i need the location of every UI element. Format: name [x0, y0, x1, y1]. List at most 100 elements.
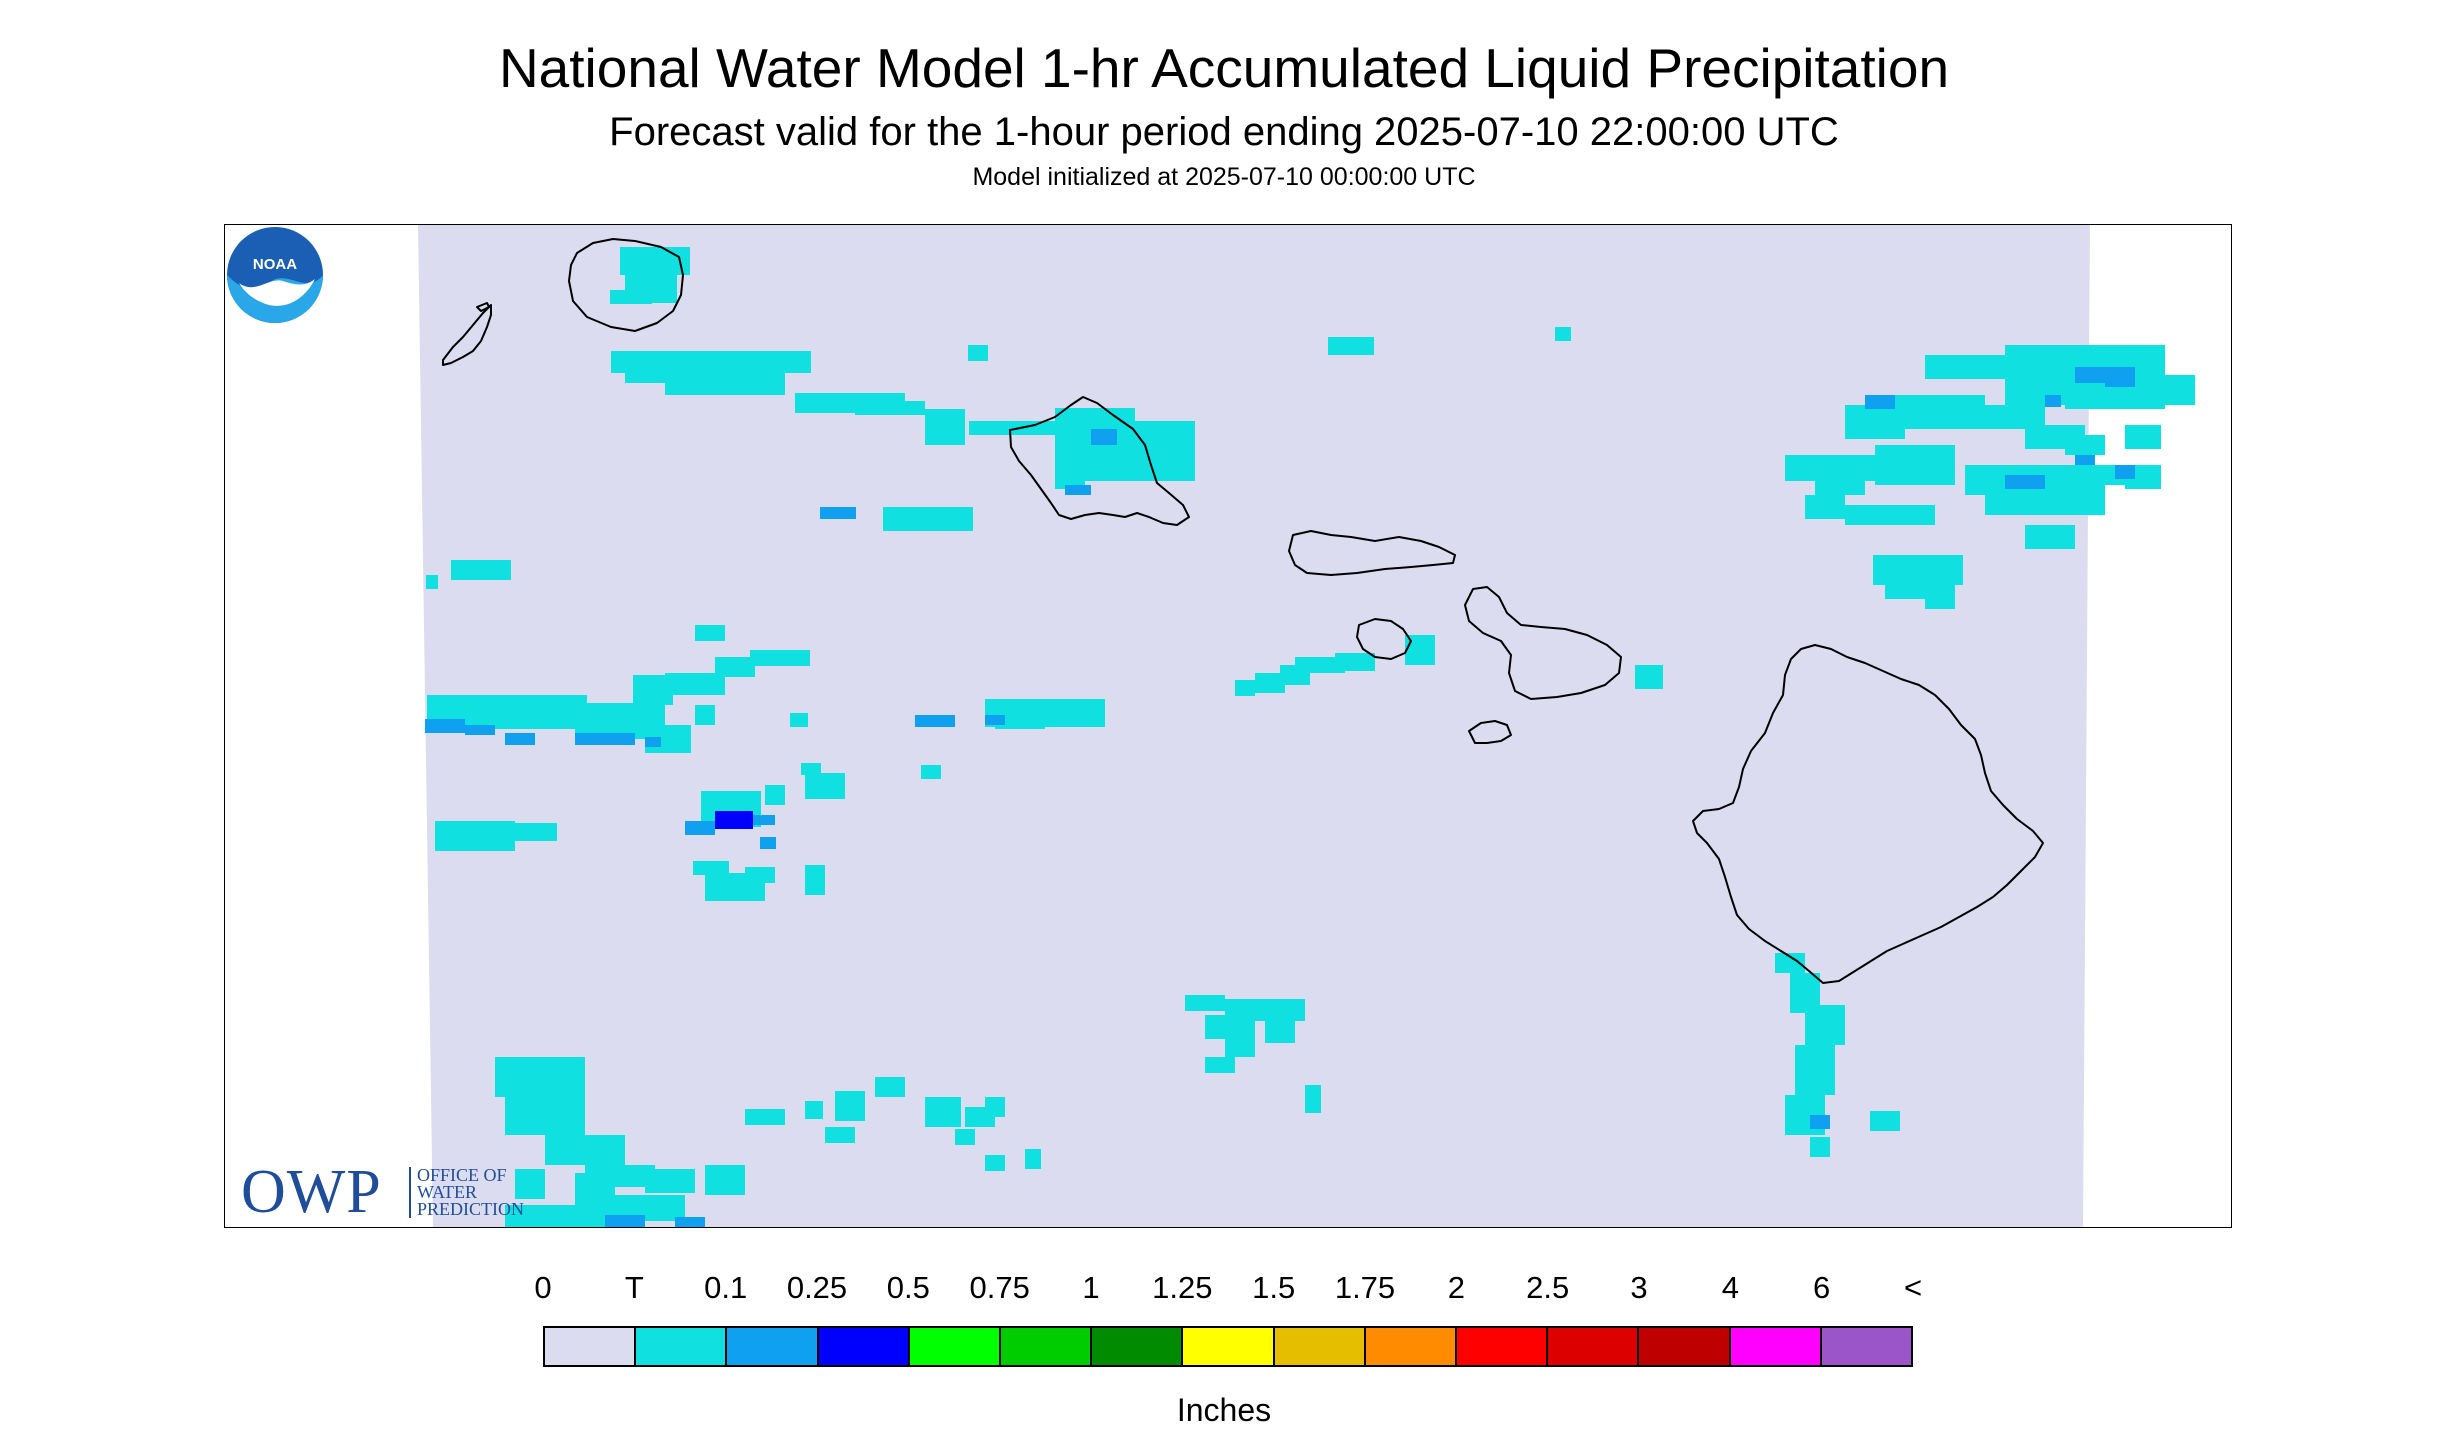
legend-swatch	[1183, 1328, 1275, 1365]
niihau-island	[442, 304, 492, 366]
owp-logo-text: OFFICE OF WATER PREDICTION	[409, 1165, 567, 1219]
precip-cell	[2105, 375, 2135, 387]
precip-cell	[1065, 485, 1091, 495]
precip-cell	[1205, 1015, 1255, 1039]
precip-cell	[545, 1135, 625, 1165]
precip-cell	[921, 765, 941, 779]
precip-cell	[625, 365, 675, 383]
legend-swatch	[1730, 1328, 1822, 1365]
precip-cell	[1805, 495, 1845, 519]
precip-cell	[705, 1165, 745, 1195]
precip-cell	[1870, 1111, 1900, 1131]
precip-cell	[1335, 653, 1375, 671]
owp-logo-line: PREDICTION	[417, 1199, 524, 1219]
precip-cell	[2065, 385, 2165, 409]
precip-cell	[1810, 1137, 1830, 1157]
precip-cell	[425, 719, 465, 733]
legend-tick-label: 2	[1447, 1270, 1465, 1305]
legend-swatch	[545, 1328, 637, 1365]
precip-cell	[1055, 408, 1135, 422]
precip-cell	[515, 1169, 545, 1199]
noaa-logo: NOAA	[227, 227, 323, 323]
legend-units: Inches	[1176, 1392, 1272, 1428]
precip-cell	[750, 650, 810, 666]
precip-cell	[2075, 455, 2095, 465]
precip-cell	[955, 1129, 975, 1145]
precip-cell	[695, 625, 725, 641]
precip-cell	[1025, 1149, 1041, 1169]
precip-cell	[505, 1095, 585, 1135]
precip-cell	[925, 1097, 961, 1127]
precip-cell	[512, 823, 557, 841]
precip-cell	[2045, 395, 2061, 407]
precip-cell	[610, 290, 652, 304]
legend-swatch	[1639, 1328, 1731, 1365]
precip-cell	[1815, 475, 1865, 495]
precip-cell	[1091, 429, 1117, 445]
precip-cell	[2125, 425, 2161, 449]
legend-tick-label: <	[1903, 1270, 1923, 1305]
precip-cell	[985, 1155, 1005, 1171]
precip-cell	[1305, 1085, 1321, 1113]
legend-tick-label: 0.25	[786, 1270, 848, 1305]
oahu-island	[1009, 396, 1190, 526]
precip-cell	[1635, 665, 1663, 689]
precip-cell	[968, 345, 988, 361]
precip-cell	[1235, 680, 1255, 696]
precip-cell	[790, 713, 808, 727]
map-canvas	[418, 225, 2195, 1227]
molokai-island	[1288, 530, 1456, 576]
precip-cell	[745, 1109, 785, 1125]
legend-swatch	[1548, 1328, 1640, 1365]
owp-logo-line: WATER	[417, 1182, 477, 1202]
model-domain	[418, 225, 2090, 1227]
precip-cell	[915, 715, 955, 727]
precip-cell	[985, 715, 1005, 725]
precip-cell	[1265, 1013, 1295, 1043]
precip-cell	[805, 865, 825, 895]
legend-tick-label: 1.75	[1334, 1270, 1396, 1305]
legend-tick-label: 0	[534, 1270, 552, 1305]
map-subtitle: Forecast valid for the 1-hour period end…	[609, 110, 1839, 154]
precip-cell	[1795, 1045, 1835, 1095]
precip-cell	[1328, 337, 1374, 355]
legend-swatch	[727, 1328, 819, 1365]
precip-cell	[685, 821, 715, 835]
legend-swatch	[1092, 1328, 1184, 1365]
precip-cell	[2115, 465, 2135, 479]
precip-cell	[451, 560, 511, 580]
precip-cell	[805, 1101, 823, 1119]
precip-cell	[855, 401, 925, 415]
map-title: National Water Model 1-hr Accumulated Li…	[498, 37, 1950, 99]
precip-cell	[875, 1077, 905, 1097]
precip-cell	[665, 673, 725, 695]
precip-cell	[645, 737, 661, 747]
maui-island	[1464, 586, 1622, 700]
legend-swatch	[636, 1328, 728, 1365]
precip-cell	[1985, 485, 2105, 515]
legend-swatch	[818, 1328, 910, 1365]
legend-color-bar	[543, 1326, 1913, 1367]
legend-tick-label: 0.5	[886, 1270, 930, 1305]
owp-logo-line: OFFICE OF	[417, 1165, 507, 1185]
precip-cell	[715, 811, 753, 829]
precip-cell	[665, 373, 785, 395]
precip-cell	[883, 507, 973, 531]
legend-swatch	[1457, 1328, 1549, 1365]
precip-cell	[820, 507, 856, 519]
precip-cell	[765, 785, 785, 805]
precip-cell	[505, 733, 535, 745]
precip-cell	[1280, 665, 1310, 685]
legend-swatch	[1365, 1328, 1458, 1365]
legend-swatch	[1001, 1328, 1093, 1365]
legend-tick-label: 1.5	[1252, 1270, 1296, 1305]
legend-tick-label: 4	[1721, 1270, 1739, 1305]
lehua-islet	[476, 302, 490, 312]
precip-cell	[745, 867, 775, 883]
model-init-text: Model initialized at 2025-07-10 00:00:00…	[972, 163, 1476, 191]
legend-tick-label: 3	[1630, 1270, 1648, 1305]
precip-cell	[825, 1127, 855, 1143]
kahoolawe-island	[1468, 720, 1512, 744]
precip-cell	[1810, 1115, 1830, 1129]
legend-swatch	[1274, 1328, 1366, 1365]
